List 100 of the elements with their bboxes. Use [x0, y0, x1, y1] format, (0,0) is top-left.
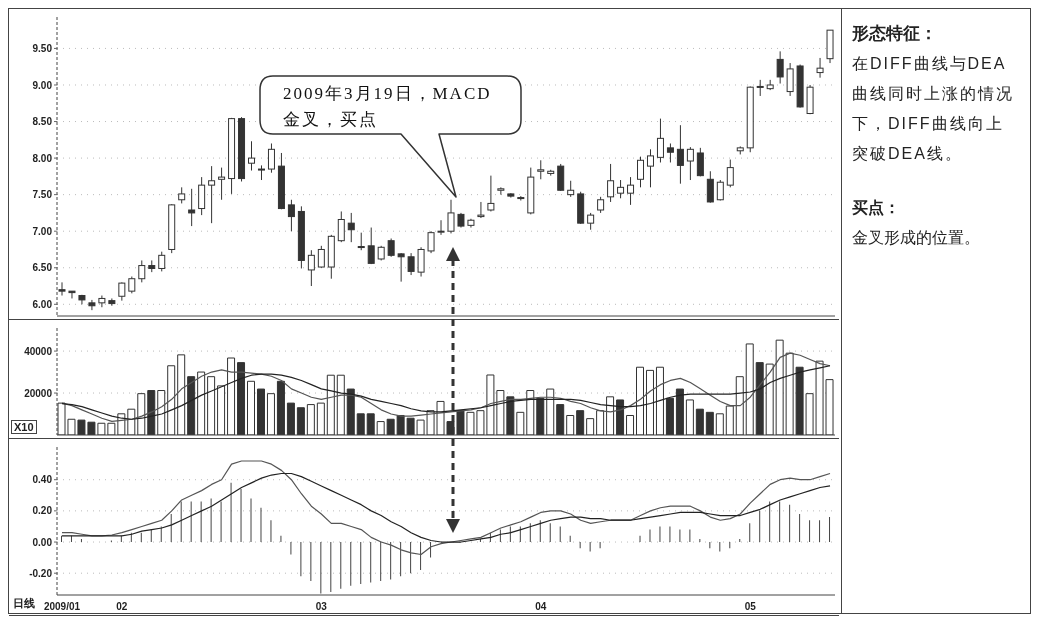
candlestick: [786, 62, 794, 97]
x-tick-label: 05: [744, 601, 757, 613]
text: 买点：: [852, 198, 901, 218]
candlestick: [218, 167, 226, 201]
candlestick: [696, 147, 704, 177]
y-tick-label: 20000: [24, 387, 53, 399]
bar: [626, 414, 635, 435]
candlestick: [607, 163, 615, 203]
bar: [256, 388, 265, 435]
y-tick-label: 8.50: [32, 116, 53, 128]
x-tick-label: 03: [315, 601, 328, 613]
candlestick: [198, 176, 206, 216]
candlestick: [347, 212, 355, 243]
bar: [516, 411, 525, 435]
bar: [695, 408, 704, 435]
bar: [346, 388, 355, 435]
y-tick-label: -0.20: [29, 567, 53, 579]
bar: [336, 374, 345, 435]
bar: [755, 362, 764, 435]
candlestick: [387, 238, 395, 258]
text: 形态特征：: [852, 23, 938, 45]
y-tick-label: 8.00: [32, 152, 53, 164]
text: X10: [11, 420, 37, 434]
candlestick: [656, 118, 664, 163]
bar: [765, 363, 774, 435]
y-tick-label: 7.50: [32, 189, 53, 201]
candlestick: [676, 124, 684, 185]
bar: [237, 362, 246, 435]
bar: [745, 343, 754, 435]
candlestick: [497, 186, 505, 196]
candlestick: [367, 227, 375, 265]
y-tick-label: 6.00: [32, 298, 53, 310]
bar: [316, 402, 325, 435]
bar: [655, 366, 664, 435]
bar: [296, 407, 305, 435]
bar: [157, 390, 166, 435]
y-tick-label: 0.40: [32, 474, 53, 486]
candlestick: [816, 57, 824, 79]
candlestick: [138, 259, 146, 283]
bar: [376, 421, 385, 435]
bar: [177, 354, 186, 435]
bar: [187, 376, 196, 435]
line-series: [61, 460, 831, 556]
bar: [207, 376, 216, 435]
x-tick-label: 2009/01: [43, 601, 81, 613]
bar: [705, 411, 714, 435]
candlestick: [68, 290, 76, 299]
bar: [147, 390, 156, 435]
y-tick-label: 9.50: [32, 42, 53, 54]
candlestick: [487, 175, 495, 212]
line-series: [61, 472, 831, 543]
x-tick-label: 04: [535, 601, 547, 613]
line-series: [61, 365, 831, 420]
y-tick-label: 6.50: [32, 262, 53, 274]
bar: [536, 397, 545, 435]
bar: [636, 366, 645, 435]
bar: [247, 380, 256, 435]
bar: [526, 390, 535, 435]
candlestick: [58, 281, 66, 297]
candlestick: [706, 170, 714, 204]
bar: [725, 405, 734, 435]
annotation: 2009年3月19日，MACD金叉，买点: [282, 83, 493, 131]
bar: [645, 369, 654, 435]
candlestick: [637, 156, 645, 188]
candlestick: [267, 142, 275, 174]
bar: [586, 418, 595, 435]
candlestick: [627, 176, 635, 206]
candlestick: [118, 281, 126, 302]
candlestick: [208, 165, 216, 224]
bar: [326, 374, 335, 435]
bar: [715, 413, 724, 435]
bar: [616, 399, 625, 435]
bar: [685, 399, 694, 435]
y-tick-label: 40000: [24, 345, 53, 357]
bar: [167, 365, 176, 435]
candlestick: [427, 230, 435, 254]
bar: [137, 393, 146, 435]
bar: [675, 388, 684, 435]
candlestick: [337, 210, 345, 243]
candlestick: [646, 148, 654, 188]
bar: [366, 413, 375, 435]
text: 日线: [11, 596, 37, 611]
bar: [217, 385, 226, 435]
candlestick: [617, 179, 625, 199]
x-tick-label: 02: [116, 601, 128, 613]
candlestick: [158, 251, 166, 272]
bar: [576, 410, 585, 435]
candlestick: [108, 297, 116, 307]
bar: [286, 402, 295, 435]
candlestick: [776, 50, 784, 85]
bar: [356, 413, 365, 435]
candlestick: [447, 199, 455, 234]
y-tick-label: 0.00: [32, 536, 53, 548]
bar: [735, 376, 744, 435]
y-tick-label: 7.00: [32, 225, 53, 237]
bar: [546, 388, 555, 435]
bar: [266, 393, 275, 435]
candlestick: [397, 252, 405, 283]
y-tick-label: 9.00: [32, 79, 53, 91]
bar: [227, 357, 236, 435]
